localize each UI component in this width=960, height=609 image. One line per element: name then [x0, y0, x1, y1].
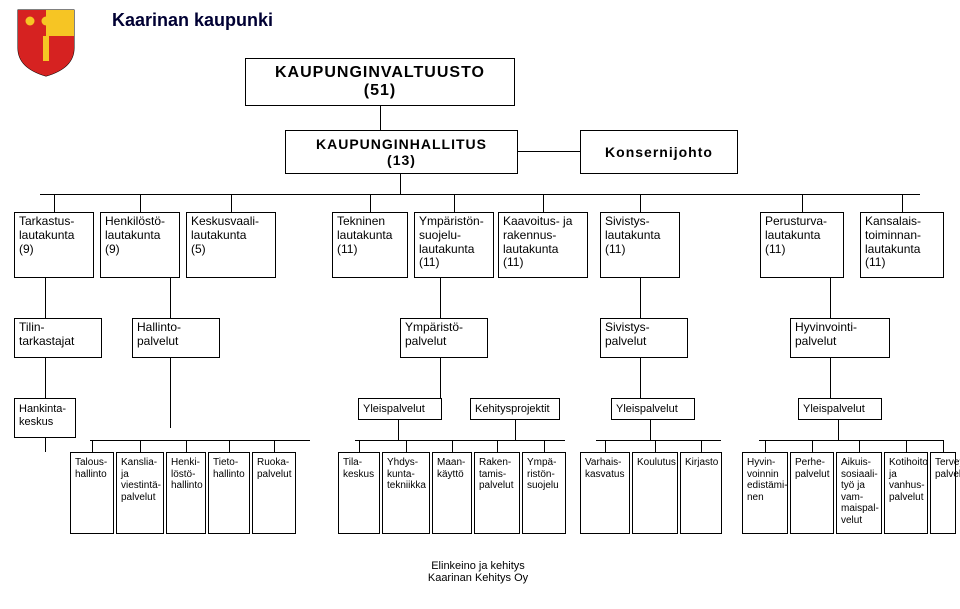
- service-box: Hyvinvointi- palvelut: [790, 318, 890, 358]
- unit-box: Henki- löstö- hallinto: [166, 452, 206, 534]
- unit-box: Hyvin- voinnin edistämi- nen: [742, 452, 788, 534]
- committee-box: Keskusvaali- lautakunta (5): [186, 212, 276, 278]
- committee-box: Ympäristön- suojelu- lautakunta (11): [414, 212, 494, 278]
- unit-box: Maan- käyttö: [432, 452, 472, 534]
- org-shield-icon: [16, 8, 76, 78]
- kehitys-box: Kehitysprojektit: [470, 398, 560, 420]
- council-label: KAUPUNGINVALTUUSTO: [250, 64, 510, 82]
- committee-box: Henkilöstö- lautakunta (9): [100, 212, 180, 278]
- konserni-box: Konsernijohto: [580, 130, 738, 174]
- hankinta-box: Hankinta- keskus: [14, 398, 76, 438]
- unit-box: Kotihoito ja vanhus- palvelut: [884, 452, 928, 534]
- board-box: KAUPUNGINHALLITUS (13): [285, 130, 518, 174]
- org-title: Kaarinan kaupunki: [112, 10, 273, 31]
- unit-box: Aikuis- sosiaali- työ ja vam- maispal- v…: [836, 452, 882, 534]
- unit-box: Perhe- palvelut: [790, 452, 834, 534]
- service-box: Ympäristö- palvelut: [400, 318, 488, 358]
- service-box: Tilin- tarkastajat: [14, 318, 102, 358]
- service-box: Hallinto- palvelut: [132, 318, 220, 358]
- unit-box: Raken- tamis- palvelut: [474, 452, 520, 534]
- committee-box: Tarkastus- lautakunta (9): [14, 212, 94, 278]
- unit-box: Ympä- ristön- suojelu: [522, 452, 566, 534]
- yleis2-box: Yleispalvelut: [611, 398, 695, 420]
- unit-box: Talous- hallinto: [70, 452, 114, 534]
- yleis1-box: Yleispalvelut: [358, 398, 442, 420]
- unit-box: Yhdys- kunta- tekniikka: [382, 452, 430, 534]
- committee-box: Perusturva- lautakunta (11): [760, 212, 844, 278]
- council-box: KAUPUNGINVALTUUSTO (51): [245, 58, 515, 106]
- board-count: (13): [290, 152, 513, 168]
- unit-box: Kirjasto: [680, 452, 722, 534]
- committee-box: Sivistys- lautakunta (11): [600, 212, 680, 278]
- board-label: KAUPUNGINHALLITUS: [290, 136, 513, 152]
- unit-box: Kanslia- ja viestintä- palvelut: [116, 452, 164, 534]
- committee-box: Kansalais- toiminnan- lautakunta (11): [860, 212, 944, 278]
- unit-box: Terveys- palvelut: [930, 452, 956, 534]
- unit-box: Ruoka- palvelut: [252, 452, 296, 534]
- committee-box: Tekninen lautakunta (11): [332, 212, 408, 278]
- unit-box: Koulutus: [632, 452, 678, 534]
- council-count: (51): [250, 82, 510, 100]
- unit-box: Tieto- hallinto: [208, 452, 250, 534]
- footnote: Elinkeino ja kehitys Kaarinan Kehitys Oy: [398, 560, 558, 584]
- committee-box: Kaavoitus- ja rakennus- lautakunta (11): [498, 212, 588, 278]
- unit-box: Tila- keskus: [338, 452, 380, 534]
- unit-box: Varhais- kasvatus: [580, 452, 630, 534]
- service-box: Sivistys- palvelut: [600, 318, 688, 358]
- yleis3-box: Yleispalvelut: [798, 398, 882, 420]
